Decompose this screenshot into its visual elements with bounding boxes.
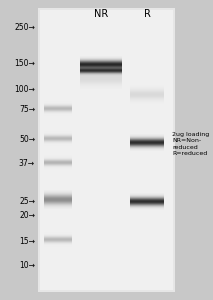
Text: R: R xyxy=(144,9,150,19)
Text: NR: NR xyxy=(94,9,108,19)
Text: 150→: 150→ xyxy=(14,59,35,68)
Text: 20→: 20→ xyxy=(19,212,35,220)
Text: 100→: 100→ xyxy=(14,85,35,94)
Text: 250→: 250→ xyxy=(14,23,35,32)
Text: 37→: 37→ xyxy=(19,160,35,169)
Text: 10→: 10→ xyxy=(19,260,35,269)
Text: 50→: 50→ xyxy=(19,136,35,145)
Text: 15→: 15→ xyxy=(19,236,35,245)
Text: 75→: 75→ xyxy=(19,106,35,115)
Text: 2ug loading
NR=Non-
reduced
R=reduced: 2ug loading NR=Non- reduced R=reduced xyxy=(172,132,209,156)
Text: 25→: 25→ xyxy=(19,196,35,206)
